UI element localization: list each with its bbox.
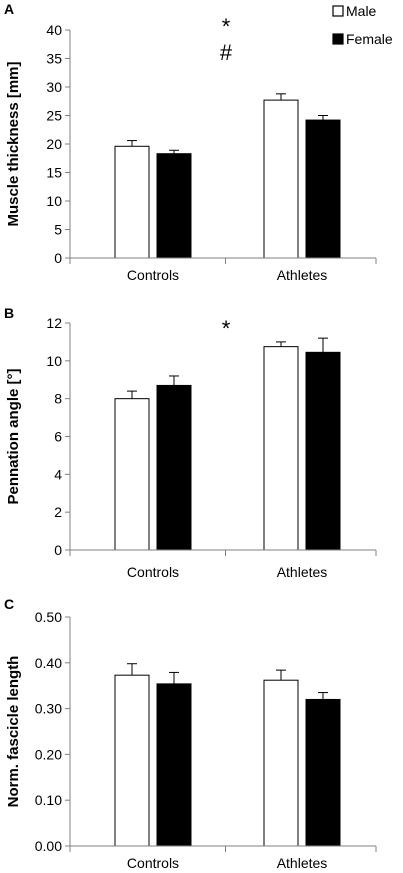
bar-female-athletes — [305, 698, 341, 847]
panel-letter: A — [4, 1, 14, 17]
bar-male-controls — [114, 398, 150, 551]
legend: Male Female — [332, 3, 393, 47]
y-tick-label: 10 — [46, 353, 62, 369]
y-tick-label: 0.10 — [35, 792, 62, 808]
y-tick-label: 35 — [46, 51, 62, 67]
legend-swatch-male — [332, 5, 344, 17]
x-tick-label: Controls — [127, 564, 179, 580]
panel-letter: C — [4, 596, 14, 612]
y-axis-title: Pennation angle [°] — [5, 368, 22, 504]
bar-female-athletes — [305, 119, 341, 259]
y-tick-label: 0.50 — [35, 609, 62, 625]
bar-male-controls — [114, 674, 150, 847]
bar-male-athletes — [263, 679, 299, 847]
legend-label-female: Female — [346, 31, 393, 47]
y-tick-label: 15 — [46, 165, 62, 181]
y-tick-label: 0.20 — [35, 746, 62, 762]
chart-panel-a: A Muscle thickness [mm] 0 5 10 15 20 25 30 35 40 Co… — [4, 1, 377, 283]
y-tick-label: 0.30 — [35, 701, 62, 717]
y-tick-label: 40 — [46, 22, 62, 38]
bar-female-controls — [156, 384, 192, 551]
bar-male-athletes — [263, 99, 299, 259]
y-axis-title: Muscle thickness [mm] — [5, 61, 22, 226]
bar-male-controls — [114, 145, 150, 259]
x-tick-label: Athletes — [277, 564, 328, 580]
y-tick-label: 30 — [46, 79, 62, 95]
y-tick-label: 20 — [46, 136, 62, 152]
x-tick-label: Athletes — [277, 267, 328, 283]
chart-panel-b: B Pennation angle [°] 0 2 4 6 8 10 12 Controls Ath… — [4, 305, 377, 580]
y-tick-label: 4 — [54, 466, 62, 482]
y-axis-title: Norm. fascicle length — [5, 656, 22, 808]
panel-letter: B — [4, 305, 14, 321]
y-tick-label: 0.00 — [35, 838, 62, 854]
y-tick-label: 10 — [46, 193, 62, 209]
significance-marker: # — [220, 40, 233, 65]
bar-female-controls — [156, 683, 192, 847]
y-tick-label: 6 — [54, 429, 62, 445]
y-tick-label: 0 — [54, 542, 62, 558]
x-tick-label: Athletes — [277, 855, 328, 871]
y-tick-label: 25 — [46, 108, 62, 124]
significance-marker: * — [222, 316, 231, 341]
y-tick-label: 5 — [54, 222, 62, 238]
legend-swatch-female — [332, 33, 344, 45]
y-tick-label: 0 — [54, 250, 62, 266]
x-tick-label: Controls — [127, 855, 179, 871]
y-tick-label: 12 — [46, 315, 62, 331]
significance-marker: * — [222, 14, 231, 39]
y-tick-label: 2 — [54, 504, 62, 520]
x-tick-label: Controls — [127, 267, 179, 283]
bar-female-athletes — [305, 351, 341, 551]
legend-label-male: Male — [346, 3, 377, 19]
bar-female-controls — [156, 153, 192, 259]
y-tick-label: 0.40 — [35, 655, 62, 671]
chart-panel-c: C Norm. fascicle length 0.00 0.10 0.20 0.30 0.… — [4, 596, 377, 871]
bar-male-athletes — [263, 346, 299, 551]
y-tick-label: 8 — [54, 391, 62, 407]
